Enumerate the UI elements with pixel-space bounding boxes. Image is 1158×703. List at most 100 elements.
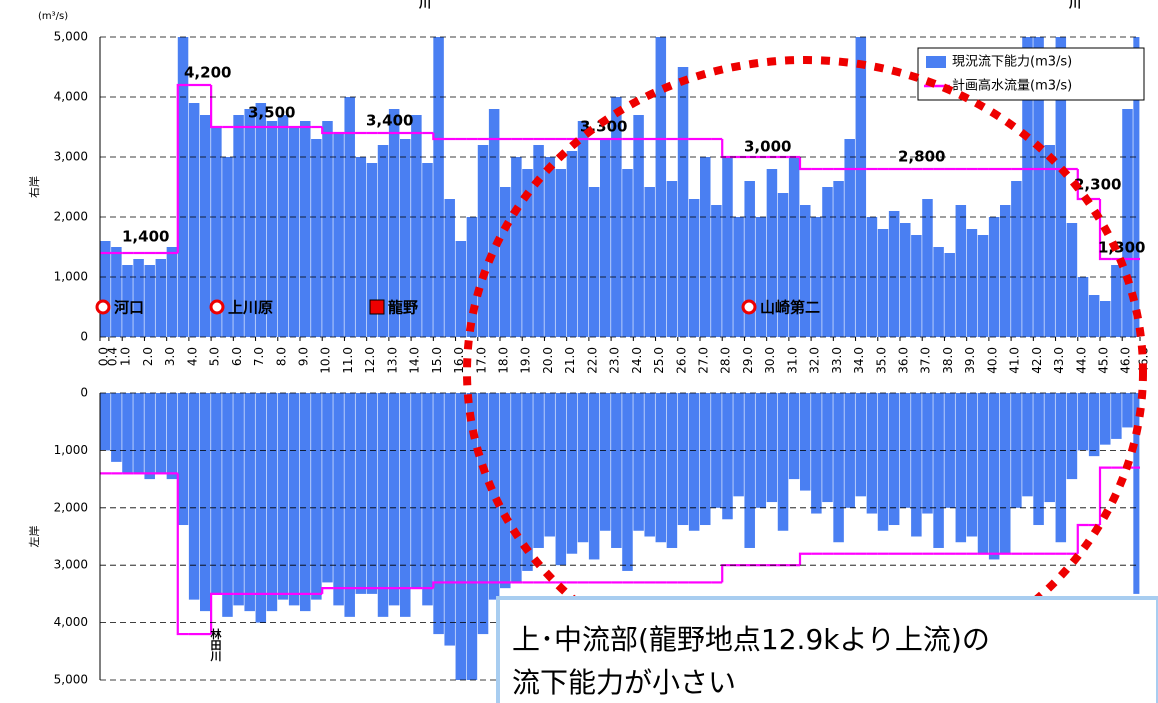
bar <box>144 393 155 480</box>
bar <box>322 121 333 337</box>
bar <box>655 393 667 543</box>
bar <box>1044 393 1055 503</box>
bar <box>833 393 844 543</box>
y-tick-label: 0 <box>80 386 88 400</box>
x-tick-label: 44.0 <box>1074 347 1088 374</box>
bar <box>977 393 989 554</box>
bar <box>1000 393 1011 554</box>
place-label: 山崎第二 <box>760 299 820 317</box>
x-tick-label: 43.0 <box>1052 347 1066 374</box>
bar <box>577 393 589 543</box>
y-axis-label: 左岸 <box>28 526 41 548</box>
bar <box>633 393 644 531</box>
bar <box>188 393 200 600</box>
bar <box>377 145 389 337</box>
bar <box>422 393 433 606</box>
bar <box>966 229 978 337</box>
bar <box>133 259 144 337</box>
bar <box>455 393 467 680</box>
bar <box>411 115 422 337</box>
bar <box>766 393 778 503</box>
bar <box>511 393 522 583</box>
plan-flow-step <box>176 83 189 253</box>
callout-text: 上･中流部(龍野地点12.9kより上流)の <box>512 623 990 656</box>
unit-label: (m³/s) <box>38 11 68 22</box>
bar <box>666 393 678 548</box>
bar <box>700 157 711 337</box>
plan-flow-step <box>798 157 812 171</box>
bar <box>1055 37 1067 337</box>
bar <box>644 393 655 537</box>
y-tick-label: 5,000 <box>54 30 88 44</box>
bar <box>722 157 733 337</box>
x-tick-label: 19.0 <box>519 347 533 374</box>
bar <box>622 169 633 337</box>
x-tick-label: 12.0 <box>363 347 377 374</box>
bar <box>711 205 722 337</box>
bar <box>777 193 789 337</box>
place-marker <box>741 299 757 315</box>
bar <box>488 393 500 600</box>
bar <box>1100 301 1111 337</box>
x-tick-label: 7.0 <box>252 347 266 366</box>
bar <box>188 103 200 337</box>
bar <box>555 169 567 337</box>
bar <box>555 393 567 566</box>
bar <box>211 393 222 594</box>
bar <box>455 241 467 337</box>
bar <box>1111 393 1122 439</box>
plan-flow-label: 1,400 <box>122 228 169 246</box>
x-tick-label: 9.0 <box>297 347 311 366</box>
bar <box>100 241 111 337</box>
bar <box>888 211 900 337</box>
x-tick-label: 29.0 <box>741 347 755 374</box>
x-tick-label: 30.0 <box>763 347 777 374</box>
legend-box <box>917 47 1145 101</box>
x-tick-label: 24.0 <box>630 347 644 374</box>
bar <box>377 393 389 617</box>
bar <box>733 217 744 337</box>
bar <box>588 393 600 560</box>
y-tick-label: 4,000 <box>54 90 88 104</box>
plan-flow-step <box>210 592 223 635</box>
bar <box>200 393 211 612</box>
x-tick-label: 20.0 <box>541 347 555 374</box>
bar <box>855 37 867 337</box>
y-tick-label: 1,000 <box>54 443 88 457</box>
x-tick-label: 0.4 <box>105 347 119 366</box>
bar <box>111 393 122 462</box>
place-marker <box>209 299 225 315</box>
bar <box>222 393 233 617</box>
bar <box>833 181 844 337</box>
bar <box>1122 109 1133 337</box>
bar <box>955 205 967 337</box>
plan-flow-label: 3,400 <box>366 112 413 130</box>
bar <box>566 151 578 337</box>
bar <box>844 139 855 337</box>
x-tick-label: 3.0 <box>163 347 177 366</box>
bar <box>1000 205 1011 337</box>
bar <box>822 393 833 503</box>
bar <box>611 97 622 337</box>
place-marker <box>369 299 385 315</box>
bar <box>611 393 622 548</box>
bar <box>1122 393 1133 428</box>
bar <box>800 205 811 337</box>
x-tick-label: 35.0 <box>874 347 888 374</box>
bar <box>166 393 178 480</box>
bar <box>688 393 700 531</box>
bar <box>300 393 311 612</box>
plan-flow-label: 2,300 <box>1074 176 1121 194</box>
bar <box>1055 393 1067 543</box>
x-tick-label: 14.0 <box>408 347 422 374</box>
bar <box>1111 265 1122 337</box>
bar <box>700 393 711 526</box>
bar <box>988 393 1000 560</box>
bar <box>222 157 233 337</box>
bar <box>400 139 411 337</box>
bar <box>388 393 400 606</box>
bar <box>955 393 967 543</box>
x-tick-label: 11.0 <box>341 347 355 374</box>
y-tick-label: 2,000 <box>54 500 88 514</box>
